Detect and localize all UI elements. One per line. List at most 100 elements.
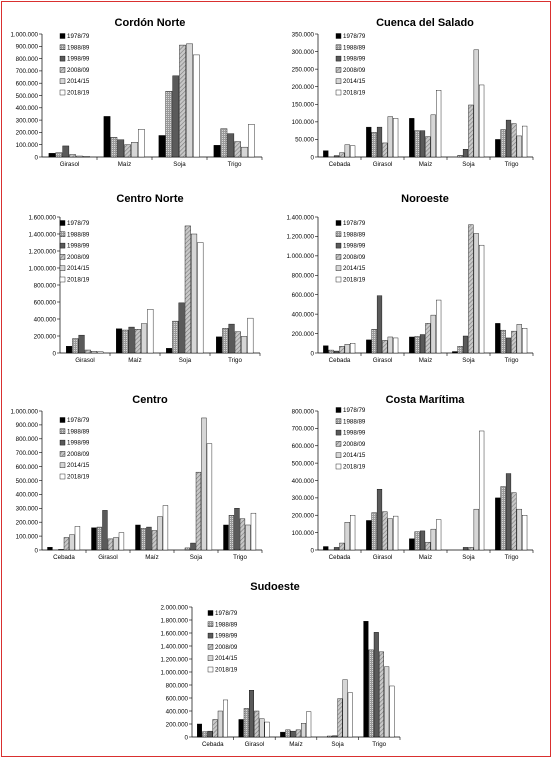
category-label: Soja bbox=[331, 741, 344, 748]
y-tick-label: 2.000.000 bbox=[160, 604, 188, 611]
bar-soja-2008-09 bbox=[468, 224, 474, 354]
y-tick-label: 100.000 bbox=[292, 530, 315, 537]
y-tick-label: 200.000 bbox=[292, 513, 315, 520]
bar-maiz-1998-99 bbox=[419, 530, 426, 551]
legend-swatch bbox=[59, 439, 66, 446]
legend-label: 2008/09 bbox=[215, 644, 238, 651]
bar-trigo-2018-19 bbox=[522, 125, 528, 158]
category-label: Soja bbox=[462, 357, 475, 364]
bar-maiz-2014-15 bbox=[301, 723, 307, 738]
y-tick-label: 1.400.000 bbox=[160, 643, 188, 650]
bar-girasol-1998-99 bbox=[78, 334, 85, 354]
category-label: Cebada bbox=[329, 554, 351, 561]
bar-soja-1988-89 bbox=[457, 346, 463, 354]
legend-swatch bbox=[59, 254, 66, 260]
bar-trigo-1988-89 bbox=[500, 129, 506, 158]
category-label: Soja bbox=[179, 357, 192, 364]
bar-cebada-1998-99 bbox=[333, 155, 340, 158]
bar-trigo-1988-89 bbox=[228, 515, 235, 551]
bar-maiz-1988-89 bbox=[285, 729, 291, 738]
bar-girasol-1988-89 bbox=[55, 152, 63, 158]
bar-girasol-2014-15 bbox=[387, 518, 393, 551]
bar-soja-1998-99 bbox=[172, 75, 180, 158]
category-label: Trigo bbox=[505, 161, 519, 168]
legend: 1978/79 1988/89 1998/99 2008/09 2014/15 2018/… bbox=[59, 33, 90, 97]
legend-label: 1978/79 bbox=[67, 417, 90, 424]
chart-noroeste: Noroeste 0 200.000 400.000 600.000 800.000 1.0… bbox=[286, 193, 534, 364]
y-tick-label: 1.200.000 bbox=[160, 656, 188, 663]
category-label: Maíz bbox=[419, 357, 432, 364]
bar-maiz-2008-09 bbox=[124, 144, 131, 158]
bar-trigo-1988-89 bbox=[220, 128, 228, 158]
bar-trigo-2008-09 bbox=[511, 123, 517, 158]
bar-cebada-1998-99 bbox=[333, 350, 340, 354]
bar-maiz-1978-79 bbox=[280, 731, 286, 738]
y-tick-label: 1.200.000 bbox=[286, 234, 314, 241]
y-tick-label: 1.000.000 bbox=[10, 31, 38, 38]
bar-trigo-2018-19 bbox=[522, 515, 528, 551]
bar-maiz-1988-89 bbox=[414, 336, 420, 354]
y-tick-label: 100.000 bbox=[16, 533, 39, 540]
legend-swatch bbox=[59, 44, 66, 50]
legend-label: 1978/79 bbox=[67, 220, 90, 227]
bar-maiz-2014-15 bbox=[141, 323, 148, 354]
bar-girasol-2008-09 bbox=[254, 710, 260, 738]
bar-trigo-2014-15 bbox=[241, 146, 248, 158]
y-tick-label: 300.000 bbox=[16, 506, 39, 513]
bar-trigo-1998-99 bbox=[505, 119, 512, 158]
bar-soja-2014-15 bbox=[473, 49, 479, 158]
category-label: Trigo bbox=[233, 554, 247, 561]
bar-maiz-1988-89 bbox=[122, 329, 129, 354]
bar-maiz-1988-89 bbox=[140, 528, 147, 551]
bar-maiz-1978-79 bbox=[409, 118, 415, 158]
legend-swatch bbox=[335, 418, 342, 424]
y-tick-label: 1.400.000 bbox=[286, 214, 314, 221]
bar-maiz-2014-15 bbox=[430, 114, 436, 158]
bar-girasol-2014-15 bbox=[259, 718, 265, 738]
y-tick-label: 0 bbox=[35, 154, 39, 161]
bar-girasol-1978-79 bbox=[91, 527, 97, 551]
legend-label: 2014/15 bbox=[67, 462, 90, 469]
bar-maiz-1998-99 bbox=[290, 730, 296, 738]
category-label: Girasol bbox=[75, 357, 95, 364]
bar-maiz-2008-09 bbox=[425, 323, 431, 354]
y-tick-label: 50.000 bbox=[295, 137, 314, 144]
bar-soja-2008-09 bbox=[179, 44, 186, 158]
bar-maiz-2014-15 bbox=[430, 314, 436, 354]
bar-girasol-1978-79 bbox=[238, 719, 244, 738]
bar-trigo-2008-09 bbox=[234, 141, 241, 158]
legend-label: 1988/89 bbox=[67, 44, 90, 51]
bar-cebada-1978-79 bbox=[323, 345, 329, 354]
bar-soja-2018-19 bbox=[197, 242, 204, 354]
legend-label: 2014/15 bbox=[67, 78, 90, 85]
bar-maiz-1998-99 bbox=[146, 526, 152, 551]
bar-trigo-2014-15 bbox=[516, 135, 522, 158]
legend-swatch bbox=[335, 220, 342, 226]
legend-swatch bbox=[335, 67, 342, 73]
legend-label: 1998/99 bbox=[343, 430, 366, 437]
bar-girasol-2008-09 bbox=[382, 142, 388, 158]
legend-swatch bbox=[335, 265, 342, 271]
bar-girasol-2018-19 bbox=[264, 721, 270, 738]
legend: 1978/79 1988/89 1998/99 2008/09 2014/15 2018/… bbox=[335, 220, 366, 284]
bar-maiz-1978-79 bbox=[116, 328, 123, 354]
bar-maiz-2014-15 bbox=[430, 528, 436, 551]
bar-soja-1988-89 bbox=[327, 735, 333, 738]
category-label: Soja bbox=[173, 161, 186, 168]
bar-soja-2008-09 bbox=[337, 698, 343, 738]
legend-label: 1998/99 bbox=[67, 243, 90, 250]
bar-girasol-2018-19 bbox=[393, 515, 399, 551]
y-tick-label: 1.600.000 bbox=[28, 214, 56, 221]
y-tick-label: 200.000 bbox=[16, 520, 39, 527]
bar-soja-2014-15 bbox=[186, 43, 193, 158]
category-label: Soja bbox=[462, 554, 475, 561]
bar-soja-2018-19 bbox=[479, 84, 485, 158]
chart-title: Centro bbox=[132, 394, 168, 406]
bar-maiz-2018-19 bbox=[436, 90, 442, 158]
legend-swatch bbox=[207, 666, 214, 673]
bar-trigo-1998-99 bbox=[373, 632, 379, 738]
legend-label: 1998/99 bbox=[343, 56, 366, 63]
bar-girasol-1988-89 bbox=[243, 708, 249, 738]
